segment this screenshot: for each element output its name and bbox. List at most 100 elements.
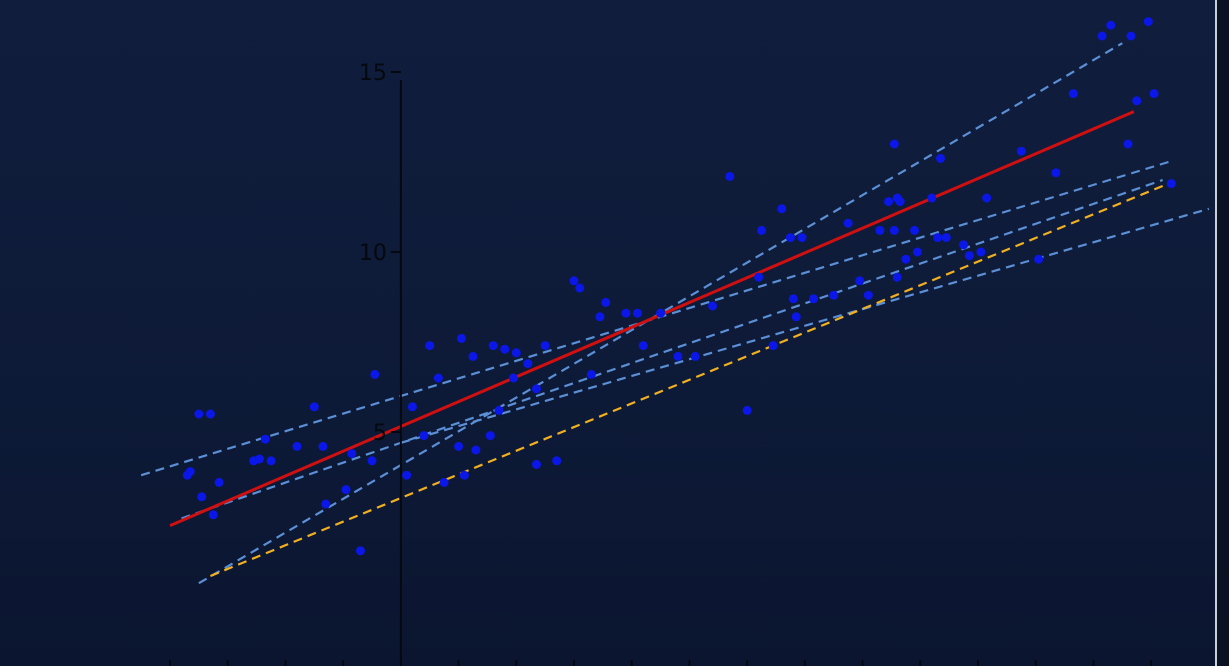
data-point [1068, 89, 1078, 99]
data-point [601, 297, 611, 307]
data-point [725, 171, 735, 181]
data-point [855, 276, 865, 286]
data-point [433, 373, 443, 383]
data-point [843, 218, 853, 228]
data-point [884, 197, 894, 207]
data-point [540, 341, 550, 351]
data-point [425, 341, 435, 351]
data-point [185, 467, 195, 477]
data-point [500, 344, 510, 354]
data-point [638, 341, 648, 351]
data-point [791, 312, 801, 322]
data-point [1143, 17, 1153, 27]
data-point [468, 351, 478, 361]
data-point [964, 251, 974, 261]
data-point [742, 405, 752, 415]
data-point [941, 233, 951, 243]
data-point [1132, 96, 1142, 106]
data-point [1149, 89, 1159, 99]
data-point [471, 445, 481, 455]
data-point [459, 470, 469, 480]
data-point [260, 434, 270, 444]
fit-line [169, 110, 1135, 527]
data-point [419, 431, 429, 441]
data-point [690, 351, 700, 361]
data-point [797, 233, 807, 243]
data-point [531, 459, 541, 469]
data-point [809, 294, 819, 304]
data-point [912, 247, 922, 257]
data-point [494, 405, 504, 415]
data-point [318, 441, 328, 451]
data-point [292, 441, 302, 451]
data-point [895, 197, 905, 207]
data-point [1097, 31, 1107, 41]
data-point [982, 193, 992, 203]
data-point [959, 240, 969, 250]
data-point [829, 290, 839, 300]
data-point [194, 409, 204, 419]
data-point [321, 499, 331, 509]
data-point [889, 225, 899, 235]
data-point [355, 546, 365, 556]
data-point [892, 272, 902, 282]
data-point [1123, 139, 1133, 149]
data-point [754, 272, 764, 282]
data-point [208, 510, 218, 520]
data-point [1051, 168, 1061, 178]
data-point [454, 441, 464, 451]
data-point [673, 351, 683, 361]
data-point [254, 454, 264, 464]
data-point [552, 456, 562, 466]
data-point [1106, 20, 1116, 30]
data-point [632, 308, 642, 318]
data-point [402, 470, 412, 480]
sample-line [400, 207, 1210, 444]
data-point [569, 276, 579, 286]
data-point [595, 312, 605, 322]
data-point [511, 348, 521, 358]
data-point [370, 369, 380, 379]
data-point [777, 204, 787, 214]
data-point [656, 308, 666, 318]
data-point [531, 384, 541, 394]
data-point [933, 233, 943, 243]
y-tick-label: 10 [359, 241, 387, 266]
data-point [523, 359, 533, 369]
data-point [889, 139, 899, 149]
data-point [768, 341, 778, 351]
data-point [1016, 146, 1026, 156]
data-point [621, 308, 631, 318]
data-point [367, 456, 377, 466]
data-point [214, 477, 224, 487]
regression-lines [140, 42, 1210, 585]
data-point [927, 193, 937, 203]
data-point [1034, 254, 1044, 264]
data-point [205, 409, 215, 419]
data-point [341, 485, 351, 495]
data-point [785, 233, 795, 243]
data-point [407, 402, 417, 412]
data-point [875, 225, 885, 235]
data-point [508, 373, 518, 383]
data-point [485, 431, 495, 441]
y-tick-label: 15 [359, 61, 387, 86]
data-point [488, 341, 498, 351]
data-point [1166, 179, 1176, 189]
true-line [209, 182, 1169, 578]
sample-line [198, 42, 1123, 585]
data-point [863, 290, 873, 300]
data-point [1126, 31, 1136, 41]
data-point [197, 492, 207, 502]
data-point [439, 477, 449, 487]
data-point [575, 283, 585, 293]
y-tick-label: 5 [373, 421, 387, 446]
window-edge [1215, 0, 1229, 666]
data-point [309, 402, 319, 412]
data-point [586, 369, 596, 379]
data-point [708, 301, 718, 311]
data-point [935, 153, 945, 163]
data-point [347, 449, 357, 459]
data-point [456, 333, 466, 343]
